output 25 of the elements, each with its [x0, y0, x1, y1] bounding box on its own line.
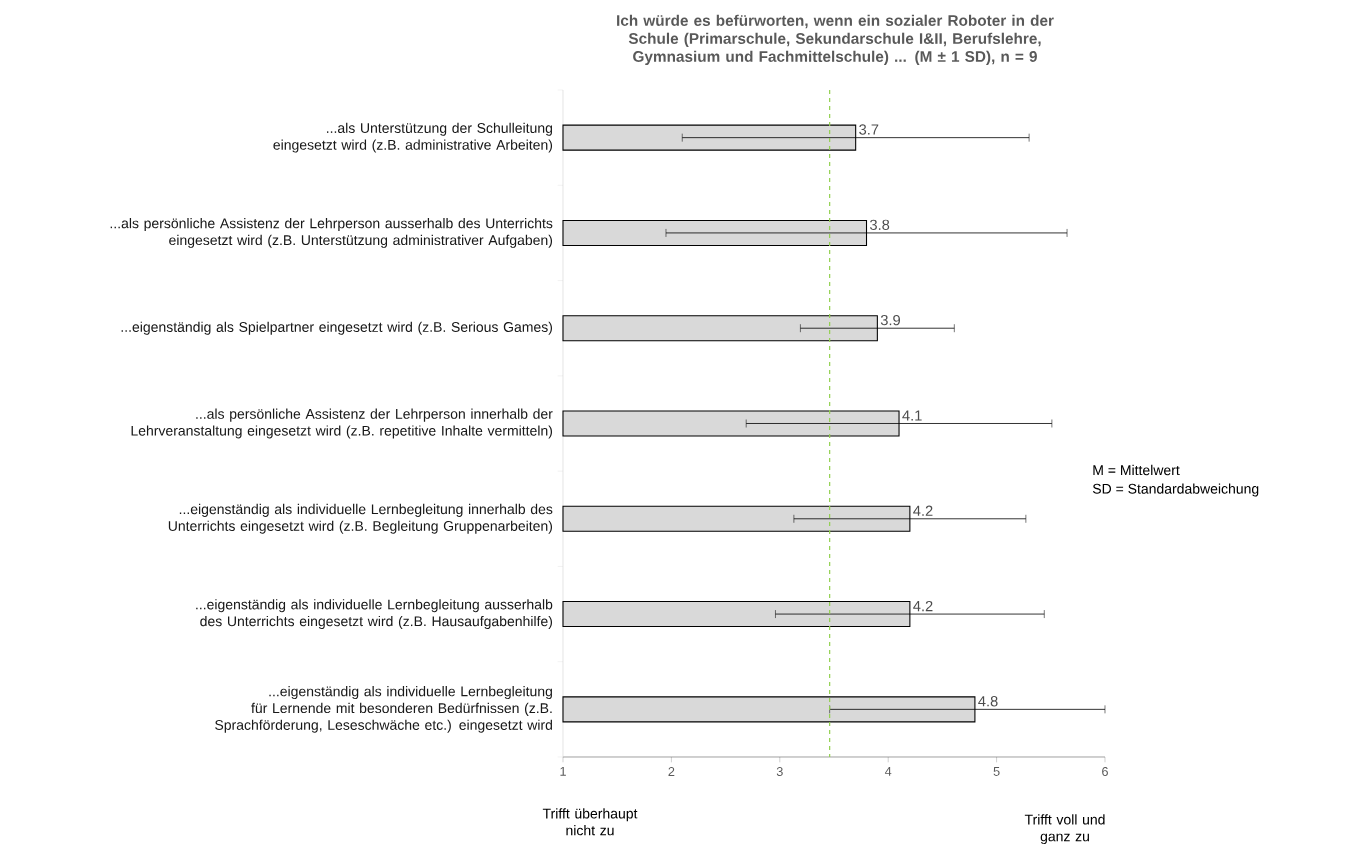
y-tick-label: ...eigenständig als individuelle Lernbegleitung ausserhalb des Unterrichts eingesetzt wird (z.B. Hausaufgabenhilfe) [196, 599, 553, 629]
x-tick-label: 1 [560, 767, 566, 776]
data-label: 4.8 [978, 696, 998, 707]
annotation: SD = Standardabweichung [1092, 483, 1259, 497]
data-label: 4.2 [913, 505, 933, 516]
y-tick-label: ...eigenständig als individuelle Lernbegleitung innerhalb des Unterrichts eingesetzt wird (z.B. Begleitung Gruppenarbeiten) [168, 503, 553, 534]
x-tick-label: 6 [1102, 767, 1108, 777]
x-tick-label: 2 [668, 767, 675, 776]
x-tick-label: 5 [993, 767, 1000, 776]
x-tick-label: 3 [776, 767, 783, 777]
y-tick-label: ...eigenständig als Spielpartner eingesetzt wird (z.B. Serious Games) [121, 321, 553, 335]
data-label: 4.1 [902, 410, 922, 421]
data-label: 3.8 [870, 219, 890, 230]
data-label: 3.9 [880, 314, 900, 326]
chart-title: Ich würde es befürworten, wenn ein sozialer Roboter in der Schule (Primarschule, Sekundarschule I&II, Berufslehre, Gymnasium und Fachmittelschule) ... (M ± 1 SD), n = 9 [617, 14, 1054, 65]
text: Trifft voll und ganz zu [1024, 814, 1105, 845]
y-tick-label: ...als persönliche Assistenz der Lehrperson innerhalb der Lehrveranstaltung eingesetzt wird (z.B. repetitive Inhalte vermitteln) [131, 408, 553, 439]
data-label: 4.2 [913, 600, 933, 612]
y-tick-label: ...eigenständig als individuelle Lernbegleitung für Lernende mit besonderen Bedürfnissen (z.B. Sprachförderung, Leseschwäche etc.) eingesetzt wird [215, 686, 552, 733]
annotation: M = Mittelwert [1093, 464, 1180, 476]
y-tick-label: ...als Unterstützung der Schulleitung eingesetzt wird (z.B. administrative Arbeiten) [273, 122, 553, 153]
y-tick-label: ...als persönliche Assistenz der Lehrperson ausserhalb des Unterrichts eingesetzt wird (z.B. Unterstützung administrativer Aufgaben) [110, 218, 553, 248]
x-tick-label: 4 [884, 767, 892, 776]
text: Trifft überhaupt nicht zu [542, 808, 638, 836]
data-label: 3.7 [859, 124, 879, 135]
